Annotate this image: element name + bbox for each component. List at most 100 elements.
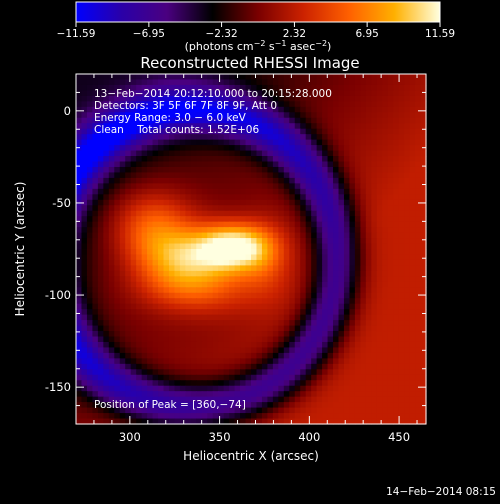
- heatmap-cell: [415, 385, 422, 392]
- heatmap-cell: [393, 243, 400, 250]
- heatmap-cell: [376, 238, 383, 245]
- heatmap-cell: [382, 336, 389, 343]
- heatmap-cell: [114, 210, 121, 217]
- heatmap-cell: [354, 347, 361, 354]
- heatmap-cell: [114, 292, 121, 299]
- heatmap-cell: [333, 238, 340, 245]
- heatmap-cell: [267, 79, 274, 86]
- heatmap-cell: [97, 276, 104, 283]
- heatmap-cell: [190, 166, 197, 174]
- heatmap-cell: [343, 385, 351, 392]
- heatmap-cell: [103, 331, 110, 338]
- heatmap-cell: [261, 303, 269, 310]
- heatmap-cell: [114, 112, 121, 119]
- heatmap-cell: [409, 145, 416, 152]
- heatmap-cell: [316, 385, 323, 392]
- heatmap-cell: [108, 84, 115, 92]
- heatmap-cell: [168, 188, 176, 195]
- heatmap-cell: [305, 117, 312, 124]
- heatmap-cell: [338, 112, 345, 119]
- heatmap-cell: [174, 101, 181, 108]
- heatmap-cell: [190, 101, 197, 108]
- heatmap-cell: [365, 221, 372, 228]
- heatmap-cell: [147, 413, 154, 420]
- heatmap-cell: [338, 325, 345, 332]
- heatmap-cell: [185, 265, 192, 272]
- heatmap-cell: [267, 172, 274, 179]
- heatmap-cell: [218, 320, 225, 327]
- heatmap-cell: [300, 413, 307, 420]
- heatmap-cell: [185, 128, 192, 135]
- heatmap-cell: [212, 90, 219, 97]
- heatmap-cell: [398, 314, 405, 321]
- heatmap-cell: [190, 265, 197, 272]
- heatmap-cell: [278, 298, 285, 305]
- heatmap-cell: [311, 232, 318, 239]
- heatmap-cell: [283, 298, 290, 305]
- heatmap-cell: [245, 221, 252, 228]
- heatmap-cell: [81, 227, 88, 234]
- heatmap-cell: [283, 281, 290, 288]
- heatmap-cell: [289, 106, 296, 113]
- heatmap-cell: [81, 194, 88, 201]
- heatmap-cell: [420, 292, 427, 299]
- heatmap-cell: [256, 145, 263, 152]
- heatmap-cell: [365, 188, 372, 195]
- heatmap-cell: [108, 128, 115, 135]
- heatmap-cell: [190, 112, 197, 119]
- heatmap-cell: [119, 396, 126, 403]
- heatmap-cell: [316, 161, 323, 168]
- heatmap-cell: [190, 183, 197, 190]
- heatmap-cell: [371, 117, 378, 124]
- heatmap-cell: [103, 369, 110, 376]
- heatmap-cell: [333, 161, 340, 168]
- heatmap-cell: [354, 369, 361, 376]
- heatmap-cell: [234, 79, 241, 86]
- heatmap-cell: [86, 341, 94, 349]
- heatmap-cell: [261, 199, 269, 206]
- heatmap-cell: [409, 117, 416, 124]
- heatmap-cell: [289, 418, 296, 425]
- heatmap-cell: [349, 303, 356, 310]
- heatmap-cell: [398, 166, 405, 174]
- heatmap-cell: [158, 221, 165, 228]
- heatmap-cell: [141, 166, 148, 174]
- heatmap-cell: [338, 79, 345, 86]
- heatmap-cell: [338, 380, 345, 387]
- heatmap-cell: [174, 298, 181, 305]
- heatmap-cell: [245, 249, 252, 256]
- heatmap-cell: [371, 188, 378, 195]
- heatmap-cell: [141, 320, 148, 327]
- heatmap-cell: [272, 341, 279, 349]
- heatmap-cell: [333, 391, 340, 398]
- y-axis-ticks: 0-50-100-150: [45, 91, 426, 407]
- heatmap-cell: [108, 221, 115, 228]
- heatmap-cell: [294, 259, 301, 267]
- heatmap-cell: [311, 90, 318, 97]
- heatmap-cell: [81, 347, 88, 354]
- heatmap-cell: [387, 374, 394, 381]
- heatmap-cell: [267, 369, 274, 376]
- heatmap-cell: [201, 232, 208, 239]
- heatmap-cell: [305, 391, 312, 398]
- heatmap-cell: [147, 396, 154, 403]
- heatmap-cell: [245, 358, 252, 365]
- heatmap-cell: [278, 139, 285, 146]
- heatmap-cell: [240, 106, 247, 113]
- heatmap-cell: [234, 270, 241, 277]
- heatmap-cell: [108, 363, 115, 370]
- heatmap-cell: [338, 117, 345, 124]
- heatmap-cell: [223, 369, 230, 376]
- heatmap-cell: [420, 303, 427, 310]
- heatmap-cell: [223, 254, 230, 261]
- heatmap-cell: [81, 199, 88, 206]
- heatmap-cell: [179, 172, 186, 179]
- heatmap-cell: [305, 363, 312, 370]
- heatmap-cell: [267, 352, 274, 359]
- heatmap-cell: [371, 139, 378, 146]
- heatmap-cell: [234, 95, 241, 102]
- heatmap-cell: [223, 396, 230, 403]
- heatmap-cell: [168, 150, 176, 157]
- heatmap-cell: [212, 199, 219, 206]
- heatmap-cell: [343, 249, 351, 256]
